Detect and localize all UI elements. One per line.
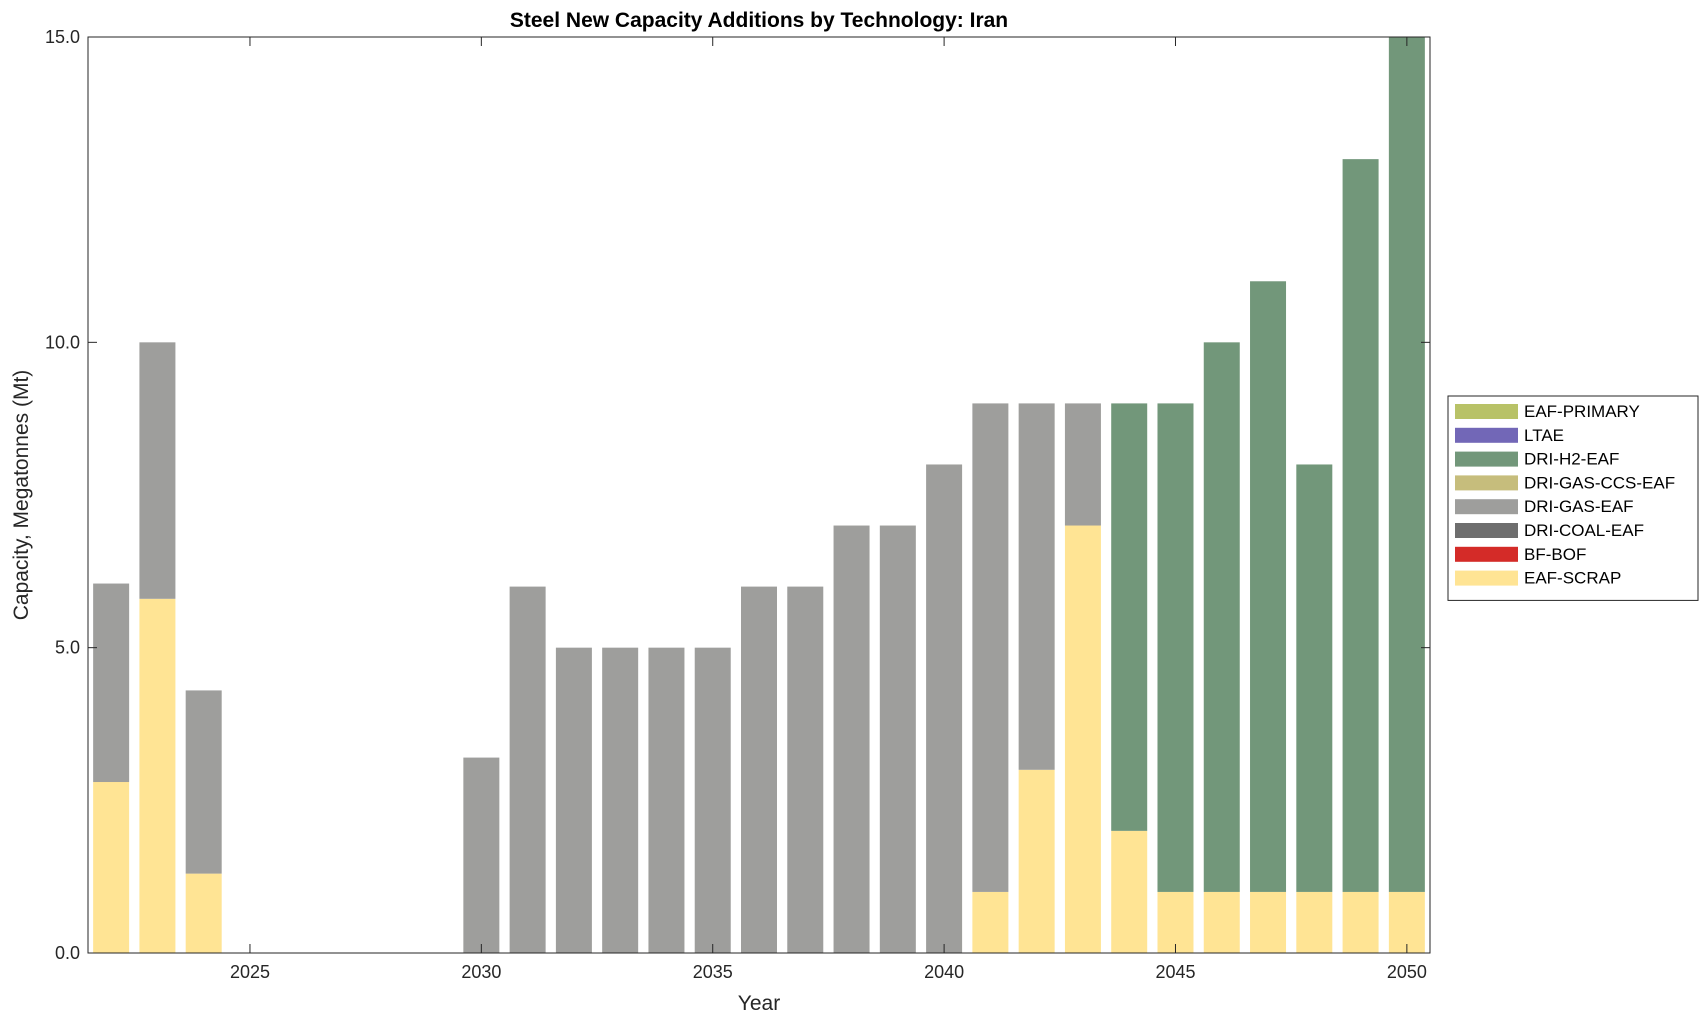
x-axis-label: Year: [738, 992, 780, 1015]
x-tick-label: 2050: [1387, 962, 1427, 982]
legend-swatch-bf-bof: [1455, 546, 1518, 562]
bar-dri-gas-eaf-2036: [741, 586, 777, 953]
bar-dri-gas-eaf-2024: [185, 690, 222, 874]
legend-swatch-dri-coal-eaf: [1455, 523, 1518, 538]
legend-swatch-dri-h2-eaf: [1455, 451, 1518, 467]
bar-eaf-scrap-2049: [1342, 891, 1379, 953]
bar-eaf-scrap-2047: [1250, 891, 1287, 953]
legend-label-bf-bof: BF-BOF: [1524, 545, 1586, 564]
bar-dri-gas-eaf-2023: [139, 342, 176, 599]
bars-layer: [93, 37, 1425, 953]
bar-eaf-scrap-2022: [93, 782, 130, 953]
legend-label-dri-coal-eaf: DRI-COAL-EAF: [1524, 521, 1644, 540]
legend-label-eaf-scrap: EAF-SCRAP: [1524, 569, 1621, 588]
bar-eaf-scrap-2044: [1111, 830, 1148, 953]
bar-dri-gas-eaf-2038: [833, 525, 870, 953]
bar-dri-h2-eaf-2047: [1250, 281, 1287, 892]
legend-swatch-eaf-scrap: [1455, 570, 1518, 586]
x-tick-label: 2035: [693, 962, 733, 982]
y-axis-label: Capacity, Megatonnes (Mt): [10, 370, 33, 621]
bar-eaf-scrap-2024: [185, 873, 222, 953]
bar-eaf-scrap-2043: [1064, 525, 1101, 953]
bar-dri-gas-eaf-2039: [879, 525, 916, 953]
bar-eaf-scrap-2048: [1296, 891, 1333, 953]
bar-eaf-scrap-2042: [1018, 769, 1055, 953]
bar-eaf-scrap-2041: [972, 891, 1009, 953]
x-tick-label: 2030: [461, 962, 501, 982]
legend-label-ltae: LTAE: [1524, 426, 1564, 445]
x-tick-label: 2045: [1155, 962, 1195, 982]
legend: EAF-PRIMARY LTAE DRI-H2-EAF DRI-GAS-CCS-EAF…: [1447, 395, 1699, 601]
legend-label-dri-h2-eaf: DRI-H2-EAF: [1524, 450, 1619, 469]
legend-swatch-ltae: [1455, 427, 1518, 443]
bar-dri-gas-eaf-2034: [648, 647, 685, 953]
y-tick-label: 5.0: [55, 638, 80, 658]
bar-dri-gas-eaf-2041: [972, 403, 1009, 892]
bar-dri-gas-eaf-2035: [694, 647, 731, 953]
y-tick-label: 10.0: [45, 332, 80, 352]
bar-dri-gas-eaf-2043: [1064, 403, 1101, 526]
bar-dri-gas-eaf-2022: [93, 583, 130, 783]
bar-dri-h2-eaf-2045: [1157, 403, 1194, 892]
bar-eaf-scrap-2046: [1203, 891, 1240, 953]
bar-dri-h2-eaf-2048: [1296, 464, 1333, 892]
bar-dri-gas-eaf-2031: [509, 586, 546, 953]
legend-swatch-dri-gas-eaf: [1455, 499, 1518, 515]
bar-dri-gas-eaf-2037: [787, 586, 824, 953]
bar-dri-h2-eaf-2046: [1203, 342, 1240, 892]
x-tick-label: 2025: [230, 962, 270, 982]
bar-dri-gas-eaf-2040: [926, 464, 963, 953]
bar-eaf-scrap-2045: [1157, 891, 1194, 953]
bar-eaf-scrap-2050: [1388, 891, 1425, 953]
plot-frame: [87, 36, 1431, 954]
y-tick-label: 15.0: [45, 27, 80, 47]
bar-dri-gas-eaf-2032: [555, 647, 592, 953]
bar-dri-h2-eaf-2044: [1111, 403, 1148, 831]
bar-dri-gas-eaf-2033: [602, 647, 639, 953]
legend-swatch-dri-gas-ccs-eaf: [1455, 475, 1518, 491]
x-tick-label: 2040: [924, 962, 964, 982]
legend-label-dri-gas-ccs-eaf: DRI-GAS-CCS-EAF: [1524, 473, 1675, 492]
y-tick-label: 0.0: [55, 943, 80, 963]
bar-dri-gas-eaf-2042: [1018, 403, 1055, 770]
legend-swatch-eaf-primary: [1455, 404, 1518, 419]
legend-label-eaf-primary: EAF-PRIMARY: [1524, 402, 1640, 421]
bar-eaf-scrap-2023: [139, 598, 176, 953]
bar-dri-h2-eaf-2050: [1388, 37, 1425, 892]
bar-dri-gas-eaf-2030: [463, 757, 500, 953]
ticks-layer: 0.0 5.0 10.0 15.0 2025 2030 2035 2040 2045 2050: [45, 27, 1430, 982]
bar-dri-h2-eaf-2049: [1342, 159, 1379, 892]
legend-label-dri-gas-eaf: DRI-GAS-EAF: [1524, 497, 1634, 516]
chart-title: Steel New Capacity Additions by Technolo…: [510, 9, 1008, 32]
